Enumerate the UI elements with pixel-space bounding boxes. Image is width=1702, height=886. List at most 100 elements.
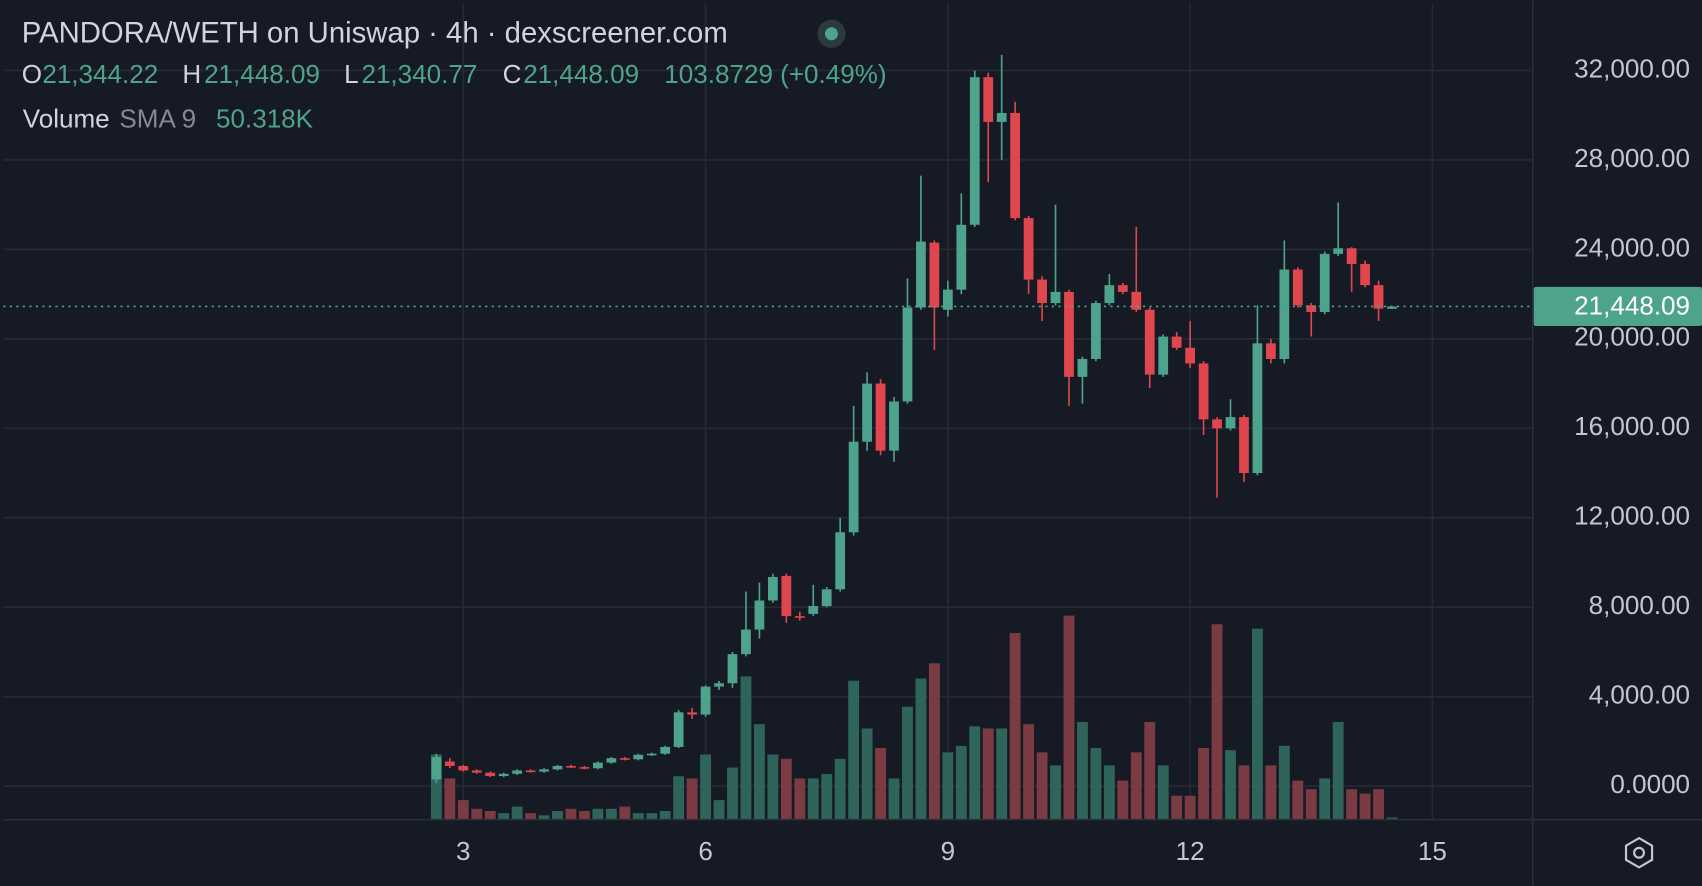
volume-bar — [632, 813, 644, 820]
candle-body — [444, 761, 455, 766]
volume-bar — [753, 724, 765, 820]
volume-bar — [511, 806, 523, 820]
volume-bar — [1251, 628, 1263, 820]
volume-bar — [915, 678, 927, 820]
candle-body — [929, 242, 940, 308]
candle-body — [1198, 363, 1209, 420]
volume-bar — [848, 680, 860, 820]
candle-body — [458, 765, 469, 771]
x-tick-label: 6 — [698, 836, 713, 866]
volume-bar — [619, 806, 631, 820]
volume-bar — [700, 754, 712, 820]
candle-body — [956, 224, 967, 290]
volume-bar — [982, 728, 994, 820]
volume-bar — [1359, 793, 1371, 820]
candle-body — [687, 712, 698, 715]
candle-body — [1104, 285, 1115, 304]
candle-body — [808, 606, 819, 614]
volume-bar — [767, 754, 779, 820]
candle-body — [1346, 248, 1357, 264]
volume-bar — [659, 810, 671, 820]
candle-body — [1117, 285, 1128, 292]
volume-bar — [565, 808, 577, 820]
settings-center[interactable] — [1633, 846, 1646, 859]
volume-bar — [592, 808, 604, 820]
volume-bar — [1130, 752, 1142, 820]
candle-body — [1360, 263, 1370, 286]
volume-bar — [1157, 765, 1169, 820]
volume-bar — [552, 810, 563, 820]
volume-bar — [1346, 789, 1358, 820]
candle-body — [902, 307, 913, 402]
volume-bar — [579, 810, 590, 820]
volume-bar — [1077, 721, 1088, 820]
volume-bar — [444, 778, 456, 820]
settings-icon[interactable] — [1624, 836, 1654, 869]
candle-body — [619, 758, 630, 760]
volume-bar — [807, 778, 819, 820]
candle-body — [1306, 305, 1317, 313]
x-tick-label: 15 — [1418, 836, 1447, 866]
volume-bar — [834, 758, 846, 820]
volume-bar — [888, 778, 900, 820]
volume-bar — [457, 800, 469, 820]
candle-body — [1319, 253, 1330, 313]
volume-bar — [780, 758, 792, 820]
candle-body — [539, 769, 549, 772]
volume-bar — [821, 774, 833, 820]
last-price-badge — [1533, 286, 1702, 326]
candle-body — [969, 77, 980, 225]
volume-bar — [1278, 745, 1290, 820]
candle-body — [821, 589, 832, 607]
volume-bar — [942, 752, 954, 820]
y-tick-label: 24,000.00 — [1574, 232, 1690, 262]
candle-body — [767, 577, 778, 601]
volume-bar — [1023, 724, 1035, 820]
volume-label: Volume — [23, 103, 110, 133]
candle-body — [1292, 269, 1303, 306]
settings-hexagon[interactable] — [1624, 836, 1654, 869]
candle-body — [996, 112, 1007, 122]
volume-bar — [1265, 765, 1277, 820]
volume-bar — [1198, 748, 1210, 820]
candle-body — [1064, 291, 1074, 377]
legend-label: C — [503, 59, 522, 89]
volume-bar — [1319, 778, 1331, 820]
volume-bar — [875, 748, 886, 820]
candle-body — [1131, 291, 1142, 310]
candle-body — [1265, 343, 1276, 359]
candle-body — [754, 600, 765, 630]
y-tick-label: 4,000.00 — [1589, 680, 1690, 710]
candle-body — [714, 683, 724, 687]
volume-bar — [955, 745, 967, 820]
candle-body — [1279, 269, 1290, 359]
candle-body — [875, 383, 886, 451]
candle-body — [1239, 417, 1249, 474]
volume-bar — [1050, 765, 1061, 820]
volume-bar — [1332, 721, 1344, 820]
x-tick-label: 9 — [941, 836, 956, 866]
volume-bar — [1063, 615, 1075, 820]
volume-bar — [1305, 789, 1317, 820]
volume-bar — [471, 808, 483, 820]
legend-label: L — [344, 59, 358, 89]
volume-bar — [484, 810, 496, 820]
volume-bar — [1184, 795, 1196, 820]
volume-bar — [498, 813, 510, 820]
candle-body — [1077, 358, 1088, 377]
candle-body — [1252, 343, 1263, 474]
candle-body — [1010, 112, 1021, 219]
legend-value: 21,344.22 — [42, 59, 158, 89]
y-tick-label: 8,000.00 — [1589, 590, 1690, 620]
volume-bar — [861, 728, 873, 820]
candle-body — [983, 77, 994, 122]
candle-body — [835, 532, 846, 590]
volume-indicator: SMA 9 — [119, 103, 196, 133]
status-dot — [824, 27, 838, 41]
volume-bar — [902, 706, 913, 820]
legend-value: 21,448.09 — [204, 59, 320, 89]
volume-bar — [686, 778, 698, 820]
y-tick-label: 28,000.00 — [1574, 143, 1690, 173]
volume-layer — [430, 615, 1398, 820]
